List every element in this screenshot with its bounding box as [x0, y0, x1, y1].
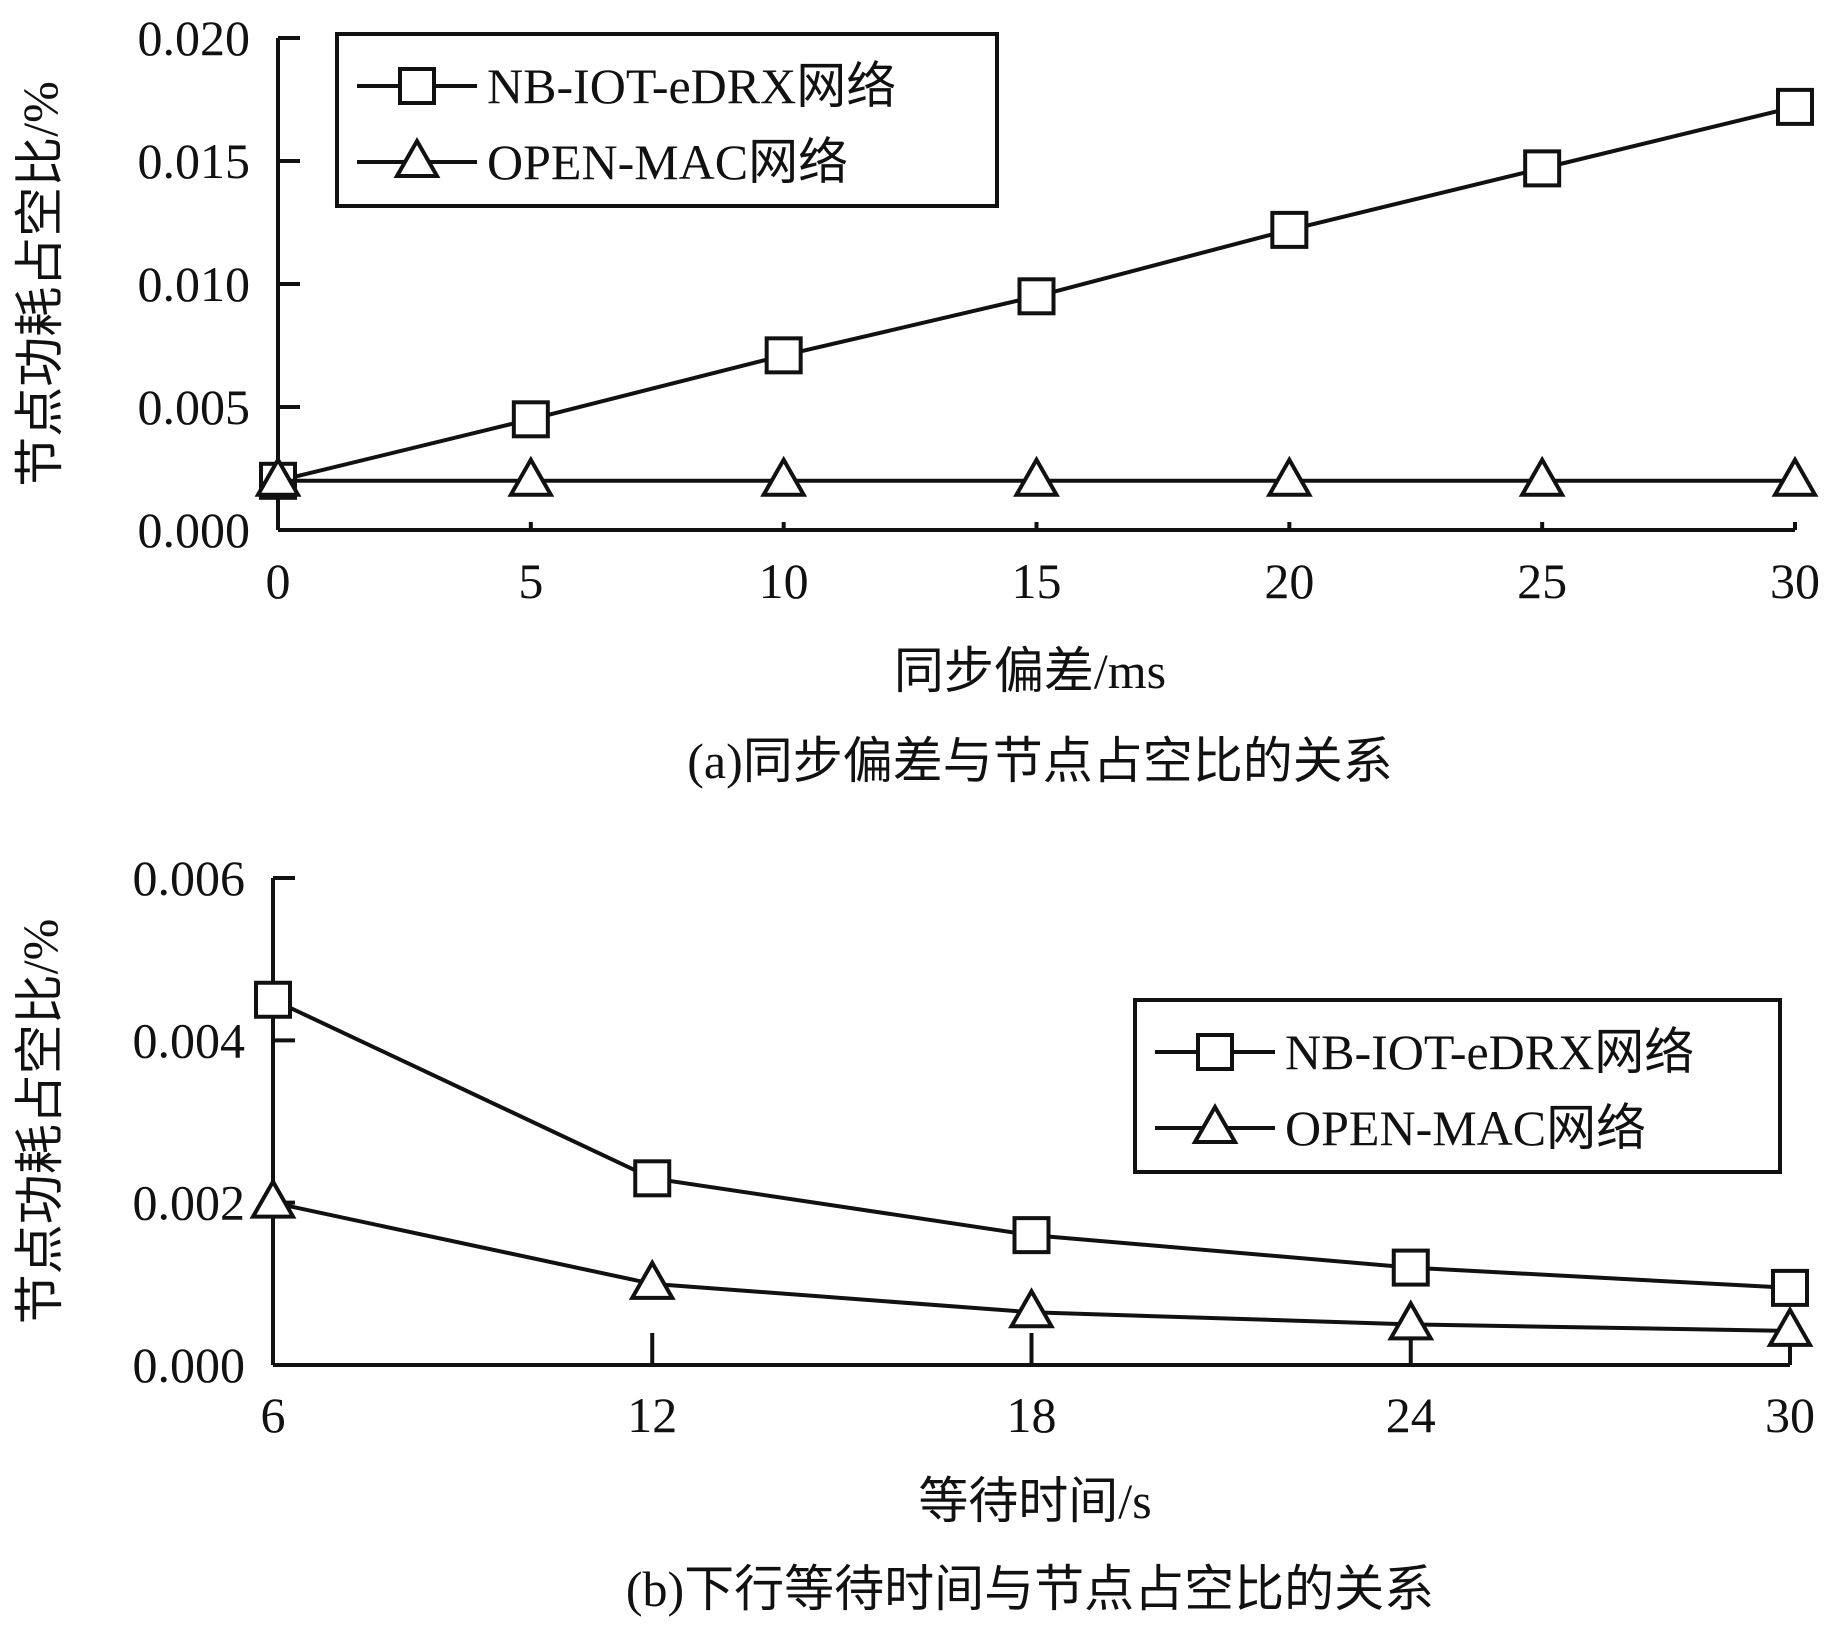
legend-label: OPEN-MAC网络 — [1285, 1100, 1646, 1156]
x-tick-label: 15 — [1012, 553, 1062, 609]
legend-label: NB-IOT-eDRX网络 — [487, 58, 896, 114]
x-axis-title: 等待时间/s — [918, 1473, 1151, 1529]
legend-box — [335, 32, 999, 208]
series-square — [254, 980, 1809, 1307]
square-marker — [633, 1159, 672, 1198]
triangle-marker — [760, 455, 808, 497]
x-tick-label: 5 — [518, 553, 543, 609]
square-marker — [1771, 1268, 1809, 1307]
triangle-marker — [1008, 1287, 1055, 1329]
series-triangle — [254, 455, 1819, 497]
x-tick-label: 30 — [1765, 1387, 1815, 1443]
x-tick-label: 20 — [1264, 553, 1314, 609]
y-axis-title: 节点功耗占空比/% — [12, 81, 68, 487]
legend: NB-IOT-eDRX网络 OPEN-MAC网络 — [335, 32, 999, 208]
chart-b: 0.000 0.002 0.004 0.006 6 12 18 24 30 等待时间/s 节点功耗占… — [12, 850, 1815, 1617]
y-tick-label: 0.006 — [133, 850, 246, 906]
triangle-marker — [1771, 455, 1819, 497]
y-tick-label: 0.015 — [138, 133, 251, 189]
y-tick-label: 0.000 — [133, 1337, 246, 1393]
square-marker — [254, 980, 292, 1019]
x-tick-label: 25 — [1517, 553, 1567, 609]
legend-triangle-marker — [393, 136, 441, 178]
series-triangle — [249, 1177, 1814, 1347]
square-marker — [1776, 87, 1814, 126]
triangle-marker — [1387, 1299, 1435, 1341]
x-tick-label: 12 — [627, 1387, 677, 1443]
y-tick-label: 0.010 — [138, 256, 251, 312]
square-marker — [1523, 149, 1562, 188]
x-tick-label: 0 — [266, 553, 291, 609]
square-marker — [1012, 1216, 1051, 1255]
x-tick-label: 24 — [1386, 1387, 1436, 1443]
square-marker — [1391, 1248, 1430, 1287]
triangle-marker — [254, 455, 302, 497]
legend-label: NB-IOT-eDRX网络 — [1285, 1024, 1694, 1080]
y-tick-label: 0.004 — [133, 1012, 246, 1068]
y-axis-title: 节点功耗占空比/% — [12, 919, 68, 1325]
chart-a: 0.000 0.005 0.010 0.015 0.020 0 5 10 15 20 25 30 同步偏… — [12, 10, 1820, 789]
legend-box — [1133, 998, 1782, 1174]
x-tick-label: 6 — [261, 1387, 286, 1443]
x-axis-title: 同步偏差/ms — [894, 643, 1166, 699]
square-marker — [764, 336, 803, 375]
square-marker — [511, 400, 550, 439]
legend-label: OPEN-MAC网络 — [487, 134, 848, 190]
legend-square-marker — [398, 67, 436, 105]
triangle-marker — [1518, 455, 1566, 497]
triangle-marker — [249, 1177, 297, 1219]
y-tick-label: 0.000 — [138, 502, 251, 558]
x-tick-label: 10 — [759, 553, 809, 609]
x-tick-label: 18 — [1007, 1387, 1057, 1443]
triangle-marker — [1265, 455, 1313, 497]
y-tick-label: 0.002 — [133, 1175, 246, 1231]
triangle-marker — [507, 455, 555, 497]
x-tick-label: 30 — [1770, 553, 1820, 609]
chart-caption: (a)同步偏差与节点占空比的关系 — [687, 733, 1393, 789]
legend: NB-IOT-eDRX网络 OPEN-MAC网络 — [1133, 998, 1782, 1174]
triangle-marker — [628, 1258, 676, 1300]
y-tick-label: 0.020 — [138, 10, 251, 66]
y-tick-label: 0.005 — [138, 379, 251, 435]
legend-square-marker — [1196, 1033, 1234, 1071]
square-marker — [1270, 210, 1309, 249]
triangle-marker — [1013, 455, 1060, 497]
chart-caption: (b)下行等待时间与节点占空比的关系 — [626, 1561, 1434, 1617]
square-marker — [1017, 277, 1056, 316]
triangle-marker — [1766, 1305, 1814, 1347]
legend-triangle-marker — [1191, 1102, 1239, 1144]
